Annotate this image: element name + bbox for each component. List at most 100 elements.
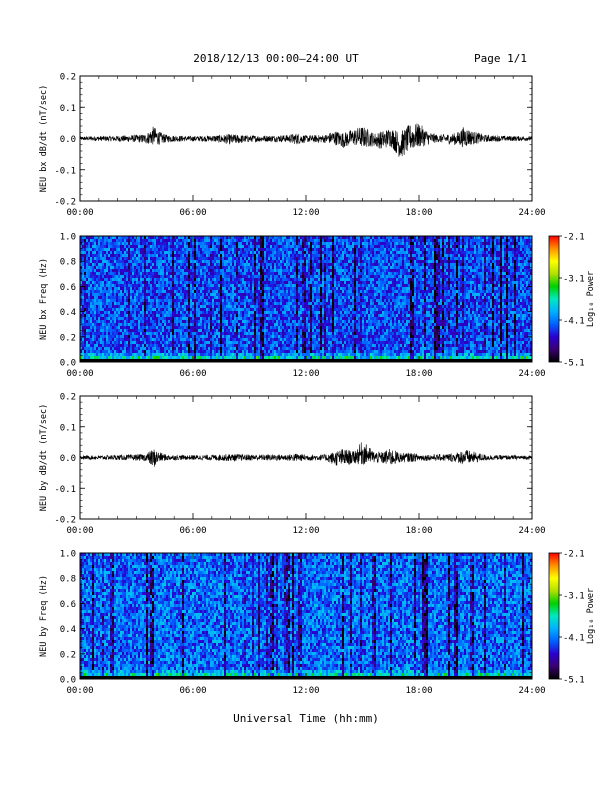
spectrogram-cell [116,266,119,270]
spectrogram-cell [136,236,139,240]
spectrogram-cell [92,284,95,288]
spectrogram-cell [128,314,131,318]
spectrogram-cell [98,266,101,270]
spectrogram-cell [96,266,99,270]
spectrogram-cell [164,251,167,255]
spectrogram-cell [150,269,153,273]
spectrogram-cell [98,302,101,306]
spectrogram-cell [140,350,143,354]
spectrogram-cell [168,302,171,306]
spectrogram-cell [150,326,153,330]
spectrogram-cell [84,239,87,243]
spectrogram-cell [144,296,147,300]
spectrogram-cell [170,266,173,270]
spectrogram-cell [182,269,185,273]
spectrogram-cell [108,311,111,315]
spectrogram-cell [126,284,129,288]
spectrogram-cell [106,287,109,291]
spectrogram-cell [134,308,137,312]
spectrogram-cell [94,296,97,300]
spectrogram-cell [150,254,153,258]
spectrogram-cell [162,293,165,297]
spectrogram-cell [118,269,121,273]
spectrogram-cell [96,251,99,255]
spectrogram-cell [142,308,145,312]
spectrogram-cell [158,350,161,354]
spectrogram-cell [180,242,183,246]
spectrogram-cell [166,290,169,294]
spectrogram-cell [146,356,149,360]
spectrogram-cell [106,335,109,339]
spectrogram-cell [80,290,83,294]
spectrogram-cell [152,305,155,309]
spectrogram-cell [150,356,153,360]
spectrogram-cell [166,320,169,324]
spectrogram-cell [116,326,119,330]
spectrogram-cell [134,350,137,354]
spectrogram-cell [146,284,149,288]
spectrogram-cell [134,281,137,285]
spectrogram-cell [86,332,89,336]
spectrogram-cell [170,344,173,348]
spectrogram-cell [170,356,173,360]
spectrogram-cell [86,260,89,264]
spectrogram-cell [172,347,175,351]
spectrogram-cell [166,242,169,246]
spectrogram-cell [94,356,97,360]
spectrogram-cell [180,341,183,345]
spectrogram-cell [126,347,129,351]
spectrogram-cell [110,299,113,303]
spectrogram-cell [110,275,113,279]
spectrogram-cell [104,299,107,303]
spectrogram-cell [122,242,125,246]
spectrogram-cell [150,287,153,291]
spectrogram-cell [134,305,137,309]
spectrogram-cell [146,350,149,354]
spectrogram-cell [100,242,103,246]
spectrogram-cell [120,356,123,360]
spectrogram-cell [98,296,101,300]
spectrogram-cell [126,356,129,360]
spectrogram-cell [94,338,97,342]
spectrogram-cell [162,257,165,261]
spectrogram-cell [132,353,135,357]
spectrogram-cell [90,314,93,318]
spectrogram-cell [170,302,173,306]
spectrogram-cell [158,311,161,315]
spectrogram-cell [164,236,167,240]
spectrogram-cell [92,335,95,339]
spectrogram-cell [80,353,83,357]
spectrogram-cell [118,302,121,306]
spectrogram-cell [148,242,151,246]
spectrogram-cell [154,266,157,270]
spectrogram-cell [132,284,135,288]
spectrogram-cell [106,242,109,246]
spectrogram-cell [122,323,125,327]
spectrogram-cell [86,341,89,345]
spectrogram-cell [94,254,97,258]
spectrogram-cell [88,272,91,276]
spectrogram-cell [96,299,99,303]
spectrogram-cell [86,299,89,303]
spectrogram-cell [172,353,175,357]
spectrogram-cell [158,356,161,360]
spectrogram-cell [130,323,133,327]
spectrogram-cell [120,302,123,306]
spectrogram-cell [102,248,105,252]
spectrogram-cell [90,296,93,300]
spectrogram-cell [92,242,95,246]
spectrogram-cell [164,326,167,330]
spectrogram-cell [164,284,167,288]
spectrogram-cell [130,293,133,297]
spectrogram-cell [142,293,145,297]
spectrogram-cell [178,287,181,291]
spectrogram-cell [102,347,105,351]
spectrogram-cell [110,311,113,315]
spectrogram-cell [146,314,149,318]
spectrogram-cell [182,263,185,267]
spectrogram-cell [122,302,125,306]
spectrogram-cell [82,299,85,303]
spectrogram-cell [160,296,163,300]
spectrogram-cell [90,236,93,240]
spectrogram-cell [144,281,147,285]
